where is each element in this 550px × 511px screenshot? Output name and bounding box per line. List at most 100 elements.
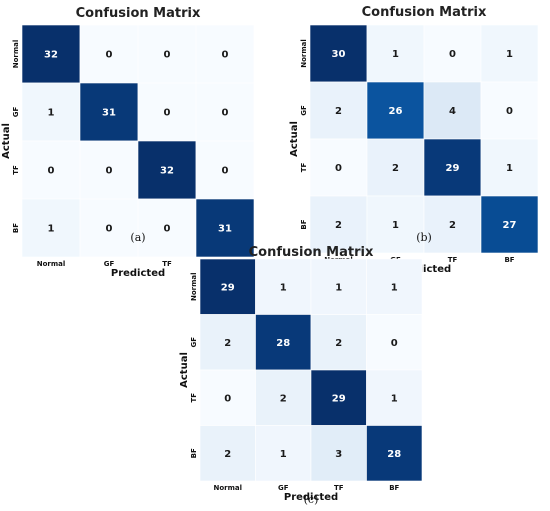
x-tick-label: Normal bbox=[37, 260, 66, 268]
cell-value-label: 1 bbox=[506, 163, 513, 174]
cell-value-label: 0 bbox=[106, 50, 113, 61]
y-axis-label: Actual bbox=[179, 352, 190, 388]
cell-value-label: 0 bbox=[222, 50, 229, 61]
heatmap-cell bbox=[309, 138, 368, 197]
panel-caption: (b) bbox=[416, 231, 432, 244]
x-axis-label: Predicted bbox=[111, 268, 165, 279]
cell-value-label: 1 bbox=[392, 220, 399, 231]
panel-caption: (a) bbox=[130, 231, 145, 244]
heatmap-cell bbox=[195, 198, 255, 258]
heatmap-cell bbox=[21, 198, 81, 258]
heatmap-cell bbox=[137, 198, 197, 258]
y-tick-label: TF bbox=[300, 163, 308, 173]
cell-value-label: 32 bbox=[44, 50, 58, 61]
y-tick-label: Normal bbox=[190, 272, 198, 301]
y-tick-label: BF bbox=[190, 448, 198, 458]
cell-value-label: 0 bbox=[222, 166, 229, 177]
heatmap-cell bbox=[366, 314, 423, 371]
confusion-matrix-panel-1: Confusion Matrix 32 0 0 0 1 31 0 0 0 0 32 0 1 0 0 31 Norm… bbox=[1, 6, 255, 279]
heatmap-cell bbox=[366, 24, 425, 83]
cell-value-label: 0 bbox=[106, 166, 113, 177]
cell-value-label: 1 bbox=[506, 49, 513, 60]
chart-title: Confusion Matrix bbox=[362, 5, 487, 20]
y-axis-label: Actual bbox=[1, 123, 12, 159]
cell-value-label: 26 bbox=[389, 106, 403, 117]
heatmap-cell bbox=[480, 24, 539, 83]
heatmap-cell bbox=[309, 24, 368, 83]
x-tick-label: TF bbox=[334, 484, 344, 492]
cell-value-label: 28 bbox=[276, 338, 290, 349]
cell-value-label: 1 bbox=[335, 282, 342, 293]
cell-value-label: 30 bbox=[332, 49, 346, 60]
heatmap-cell bbox=[366, 369, 423, 426]
heatmap-cell bbox=[199, 425, 256, 482]
heatmap-cell bbox=[310, 314, 367, 371]
cell-value-label: 1 bbox=[280, 282, 287, 293]
heatmap-cell bbox=[423, 81, 482, 140]
chart-title: Confusion Matrix bbox=[76, 6, 201, 21]
cell-value-label: 29 bbox=[221, 282, 235, 293]
cell-value-label: 28 bbox=[387, 449, 401, 460]
cell-value-label: 0 bbox=[164, 224, 171, 235]
heatmap-cell bbox=[255, 425, 312, 482]
cell-value-label: 3 bbox=[335, 449, 342, 460]
y-tick-label: Normal bbox=[12, 40, 20, 69]
cell-value-label: 2 bbox=[224, 338, 231, 349]
x-tick-label: Normal bbox=[213, 484, 242, 492]
heatmap-cell bbox=[195, 140, 255, 200]
heatmap-cell bbox=[366, 425, 423, 482]
heatmap-cell bbox=[79, 198, 139, 258]
cell-value-label: 1 bbox=[48, 108, 55, 119]
heatmap-cell bbox=[366, 138, 425, 197]
y-tick-label: TF bbox=[12, 165, 20, 175]
x-tick-label: BF bbox=[504, 256, 514, 264]
heatmap-cell bbox=[137, 24, 197, 84]
cell-value-label: 0 bbox=[164, 50, 171, 61]
cell-value-label: 0 bbox=[164, 108, 171, 119]
cell-value-label: 2 bbox=[449, 220, 456, 231]
cell-value-label: 4 bbox=[449, 106, 456, 117]
heatmap-cell bbox=[480, 195, 539, 254]
cell-value-label: 27 bbox=[503, 220, 517, 231]
panel-caption: (c) bbox=[304, 493, 319, 506]
confusion-matrix-panel-2: Confusion Matrix 30 1 0 1 2 26 4 0 0 2 29 1 2 1 2 27 Norm… bbox=[289, 5, 539, 275]
heatmap-cell bbox=[195, 24, 255, 84]
heatmap-cell bbox=[366, 258, 423, 315]
heatmap-cell bbox=[309, 195, 368, 254]
y-tick-label: BF bbox=[12, 223, 20, 233]
heatmap-cell bbox=[21, 82, 81, 142]
heatmap-cell bbox=[195, 82, 255, 142]
y-tick-label: BF bbox=[300, 219, 308, 229]
cell-value-label: 1 bbox=[391, 393, 398, 404]
cell-value-label: 29 bbox=[332, 393, 346, 404]
heatmap-cell bbox=[366, 195, 425, 254]
heatmap-cell bbox=[79, 24, 139, 84]
cell-value-label: 0 bbox=[391, 338, 398, 349]
x-tick-label: BF bbox=[389, 484, 399, 492]
cell-value-label: 1 bbox=[48, 224, 55, 235]
cell-value-label: 0 bbox=[224, 393, 231, 404]
cell-value-label: 2 bbox=[392, 163, 399, 174]
heatmap-cell bbox=[309, 81, 368, 140]
heatmap-cell bbox=[310, 258, 367, 315]
cell-value-label: 31 bbox=[218, 224, 232, 235]
cell-value-label: 0 bbox=[506, 106, 513, 117]
heatmap-cell bbox=[423, 24, 482, 83]
x-axis-label: Predicted bbox=[397, 264, 451, 275]
cell-value-label: 0 bbox=[222, 108, 229, 119]
heatmap-cell bbox=[79, 82, 139, 142]
heatmap-cell bbox=[423, 138, 482, 197]
cell-value-label: 2 bbox=[335, 220, 342, 231]
y-tick-label: Normal bbox=[300, 39, 308, 68]
heatmap-cell bbox=[79, 140, 139, 200]
confusion-matrix-panel-3: Confusion Matrix 29 1 1 1 2 28 2 0 0 2 29 1 2 1 3 28 Norm… bbox=[179, 245, 423, 506]
heatmap-cell bbox=[310, 425, 367, 482]
heatmap-cell bbox=[480, 81, 539, 140]
y-tick-label: GF bbox=[300, 105, 308, 116]
heatmap-cell bbox=[255, 369, 312, 426]
y-tick-label: GF bbox=[190, 337, 198, 348]
cell-value-label: 2 bbox=[335, 106, 342, 117]
cell-value-label: 2 bbox=[335, 338, 342, 349]
cell-value-label: 32 bbox=[160, 166, 174, 177]
